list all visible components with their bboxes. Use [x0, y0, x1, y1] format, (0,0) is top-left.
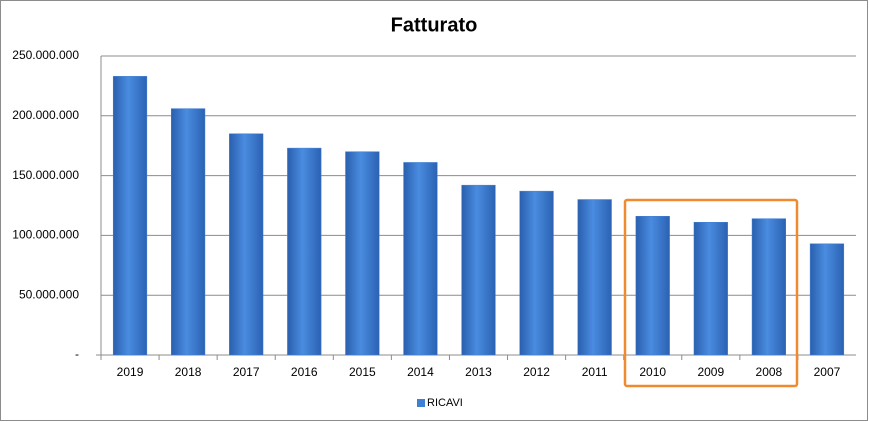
- x-tick-label: 2015: [349, 365, 376, 379]
- legend-label: RICAVI: [427, 397, 463, 409]
- x-tick-label: 2012: [523, 365, 550, 379]
- bar: [229, 133, 264, 356]
- x-tick-label: 2018: [175, 365, 202, 379]
- legend: RICAVI: [417, 397, 463, 409]
- chart-title: Fatturato: [391, 14, 478, 36]
- bar: [461, 184, 496, 356]
- x-tick-label: 2008: [756, 365, 783, 379]
- bar: [403, 162, 438, 356]
- x-tick-label: 2007: [814, 365, 841, 379]
- bar: [287, 147, 322, 356]
- y-tick-label: 100.000.000: [12, 228, 79, 242]
- bar: [577, 199, 612, 356]
- x-tick-label: 2019: [117, 365, 144, 379]
- x-tick-label: 2010: [639, 365, 666, 379]
- highlight-box: [623, 198, 799, 388]
- x-tick-label: 2016: [291, 365, 318, 379]
- bar: [635, 216, 670, 356]
- y-tick-label: 250.000.000: [12, 48, 79, 62]
- y-tick-label: 200.000.000: [12, 108, 79, 122]
- y-tick-label: -: [75, 347, 79, 361]
- x-tick-label: 2013: [465, 365, 492, 379]
- bar: [519, 190, 554, 356]
- bar: [693, 221, 728, 356]
- y-tick-label: 150.000.000: [12, 168, 79, 182]
- y-tick-label: 50.000.000: [19, 287, 79, 301]
- x-tick-label: 2017: [233, 365, 260, 379]
- x-tick-label: 2014: [407, 365, 434, 379]
- legend-swatch: [417, 399, 425, 407]
- bar: [171, 108, 206, 356]
- bar: [345, 151, 380, 356]
- x-tick-label: 2011: [582, 365, 608, 379]
- bar: [809, 243, 845, 356]
- x-tick-label: 2009: [697, 365, 724, 379]
- bar: [112, 76, 148, 356]
- bar: [751, 218, 786, 356]
